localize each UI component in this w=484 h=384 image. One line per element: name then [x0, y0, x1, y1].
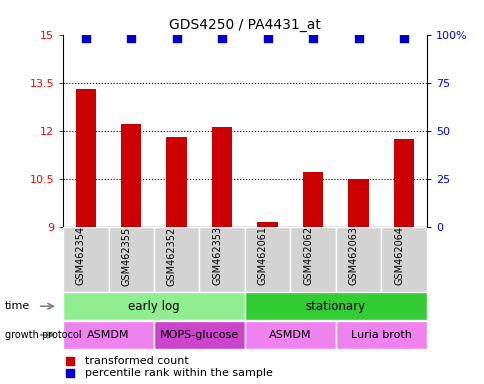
Bar — [335, 227, 380, 292]
Bar — [153, 227, 199, 292]
Text: stationary: stationary — [305, 300, 365, 313]
Bar — [153, 321, 244, 349]
Bar — [199, 227, 244, 292]
Point — [172, 35, 180, 41]
Point — [66, 358, 74, 364]
Text: ASMDM: ASMDM — [269, 330, 311, 340]
Text: ASMDM: ASMDM — [87, 330, 130, 340]
Text: GSM462355: GSM462355 — [121, 226, 131, 286]
Bar — [244, 293, 426, 320]
Title: GDS4250 / PA4431_at: GDS4250 / PA4431_at — [168, 18, 320, 32]
Bar — [290, 227, 335, 292]
Text: GSM462063: GSM462063 — [348, 227, 358, 285]
Text: MOPS-glucose: MOPS-glucose — [160, 330, 239, 340]
Point — [399, 35, 407, 41]
Text: GSM462354: GSM462354 — [76, 227, 86, 285]
Point — [66, 370, 74, 376]
Bar — [108, 227, 153, 292]
Bar — [348, 179, 368, 227]
Bar — [63, 293, 244, 320]
Text: percentile rank within the sample: percentile rank within the sample — [85, 368, 272, 379]
Text: Luria broth: Luria broth — [350, 330, 411, 340]
Bar — [380, 227, 426, 292]
Bar — [393, 139, 413, 227]
Text: GSM462062: GSM462062 — [302, 227, 313, 285]
Point — [263, 35, 271, 41]
Bar — [257, 222, 277, 227]
Text: early log: early log — [128, 300, 180, 313]
Bar — [166, 137, 186, 227]
Point — [309, 35, 317, 41]
Text: transformed count: transformed count — [85, 356, 188, 366]
Bar — [244, 227, 290, 292]
Text: GSM462061: GSM462061 — [257, 227, 267, 285]
Bar — [335, 321, 426, 349]
Point — [218, 35, 226, 41]
Text: time: time — [5, 301, 30, 311]
Point — [354, 35, 362, 41]
Text: GSM462353: GSM462353 — [212, 227, 222, 285]
Bar — [63, 227, 108, 292]
Bar — [76, 89, 96, 227]
Bar — [212, 127, 232, 227]
Text: GSM462064: GSM462064 — [393, 227, 403, 285]
Bar — [63, 321, 153, 349]
Text: GSM462352: GSM462352 — [166, 226, 176, 286]
Bar — [244, 321, 335, 349]
Bar — [302, 172, 323, 227]
Bar — [121, 124, 141, 227]
Text: growth protocol: growth protocol — [5, 330, 81, 340]
Point — [82, 35, 90, 41]
Point — [127, 35, 135, 41]
